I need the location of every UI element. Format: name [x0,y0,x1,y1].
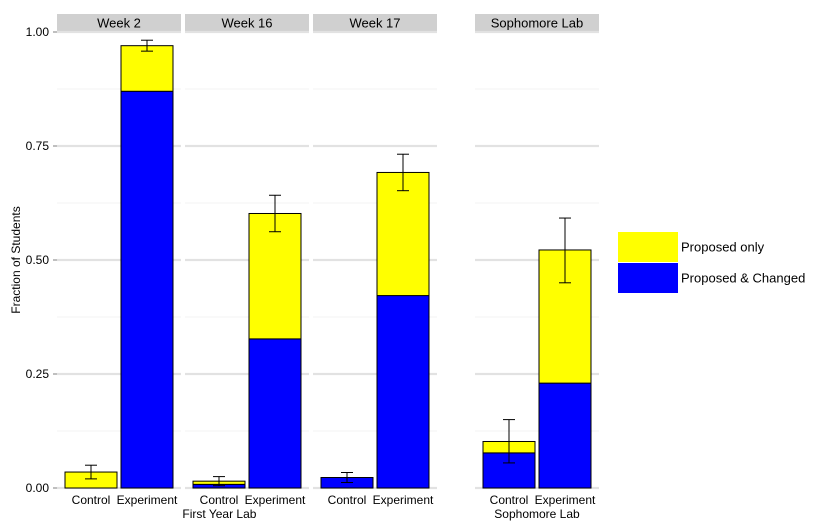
error-bar-control [503,419,515,464]
legend-label: Proposed only [681,240,765,255]
bar-proposed-only-experiment [120,45,174,92]
panel-sophomore-lab: Sophomore Lab Control Experiment [475,14,599,507]
x-tick-label: Control [72,493,111,507]
strip-label: Week 17 [349,16,400,31]
y-tick-label: 0.25 [26,367,50,381]
error-bar-control [341,471,353,484]
error-bar-experiment [269,194,281,233]
strip-label: Sophomore Lab [491,16,584,31]
strip-label: Week 2 [97,16,141,31]
x-tick-label: Experiment [117,493,178,507]
error-bar-control [213,476,225,487]
y-tick-label: 1.00 [26,25,50,39]
error-bar-control [85,464,97,480]
x-tick-label: Experiment [535,493,596,507]
bar-proposed-only-experiment [248,212,302,340]
bar-proposed-changed-experiment [120,90,174,489]
x-tick-label: Control [328,493,367,507]
strip-background [475,14,599,32]
strip-background [313,14,437,32]
strip-background [185,14,309,32]
group-label: First Year Lab [182,507,256,521]
panels-layer: Week 2 Control Experiment Week 16 Control Exp… [57,14,599,507]
y-axis: 0.00 0.25 0.50 0.75 1.00 [26,25,57,495]
strip-background [57,14,181,32]
x-tick-label: Experiment [245,493,306,507]
error-bar-experiment [141,39,153,52]
strip-label: Week 16 [221,16,272,31]
bar-proposed-changed-experiment [248,338,302,489]
group-label: Sophomore Lab [494,507,580,521]
bar-proposed-only-experiment [376,171,430,297]
bar-proposed-changed-experiment [376,295,430,489]
panel-week-2: Week 2 Control Experiment [57,14,181,507]
y-tick-label: 0.00 [26,481,50,495]
y-axis-title: Fraction of Students [9,206,23,313]
y-tick-label: 0.50 [26,253,50,267]
legend-swatch [618,263,678,293]
legend: Proposed only Proposed & Changed [618,232,805,293]
legend-item-proposed-changed: Proposed & Changed [618,263,805,293]
error-bar-experiment [397,153,409,192]
legend-label: Proposed & Changed [681,271,805,286]
panel-week-16: Week 16 Control Experiment [185,14,309,507]
x-tick-label: Experiment [373,493,434,507]
legend-item-proposed-only: Proposed only [618,232,765,262]
error-bar-experiment [559,217,571,284]
x-tick-label: Control [200,493,239,507]
group-labels: First Year Lab Sophomore Lab [182,507,580,521]
bar-proposed-changed-experiment [538,382,592,489]
y-tick-label: 0.75 [26,139,50,153]
panel-week-17: Week 17 Control Experiment [313,14,437,507]
legend-swatch [618,232,678,262]
x-tick-label: Control [490,493,529,507]
